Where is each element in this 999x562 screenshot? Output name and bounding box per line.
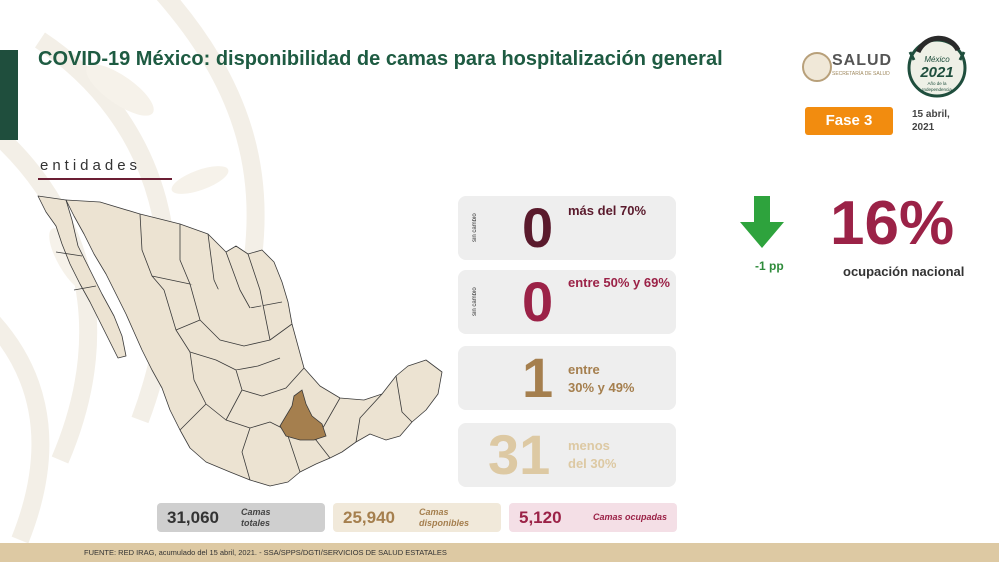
category-card-30-49: 1 entre 30% y 49% bbox=[458, 346, 676, 410]
svg-text:Independencia: Independencia bbox=[922, 87, 952, 92]
category-change-label: sin cambio bbox=[472, 287, 478, 317]
category-card-50-69: sin cambio 0 entre 50% y 69% bbox=[458, 270, 676, 334]
stat-value: 25,940 bbox=[343, 508, 395, 527]
stat-total-beds: 31,060 Camas totales bbox=[157, 503, 325, 532]
category-description-line2: 30% y 49% bbox=[568, 380, 635, 395]
svg-text:2021: 2021 bbox=[919, 64, 953, 81]
salud-logo-subtext: SECRETARÍA DE SALUD bbox=[832, 71, 890, 77]
stat-label-line1: Camas bbox=[419, 507, 449, 517]
stat-value: 31,060 bbox=[167, 508, 219, 527]
mexico-map bbox=[37, 195, 443, 487]
category-description-line2: del 30% bbox=[568, 456, 617, 471]
category-description: menos del 30% bbox=[568, 437, 616, 473]
phase-date-line2: 2021 bbox=[912, 122, 935, 133]
arrow-down-icon bbox=[740, 196, 784, 248]
category-change-label: sin cambio bbox=[472, 213, 478, 243]
mexico-2021-logo: México 2021 Año de la Independencia bbox=[907, 35, 967, 98]
salud-logo-text: SALUD bbox=[832, 52, 893, 69]
category-card-over-70: sin cambio 0 más del 70% bbox=[458, 196, 676, 260]
category-description: entre 50% y 69% bbox=[568, 274, 670, 292]
footer-bar bbox=[0, 543, 999, 562]
national-occupancy-label: ocupación nacional bbox=[843, 264, 965, 279]
category-description-line1: más del 70% bbox=[568, 203, 647, 218]
national-change: -1 pp bbox=[755, 259, 784, 273]
category-count: 1 bbox=[522, 346, 554, 409]
category-card-under-30: 31 menos del 30% bbox=[458, 423, 676, 487]
salud-logo: SALUD SECRETARÍA DE SALUD bbox=[802, 50, 897, 82]
category-count: 31 bbox=[488, 423, 551, 486]
phase-date-line1: 15 abril, bbox=[912, 109, 950, 120]
stat-label: Camas disponibles bbox=[419, 507, 469, 529]
footer-source: FUENTE: RED IRAG, acumulado del 15 abril… bbox=[84, 548, 447, 557]
eagle-seal-icon bbox=[802, 52, 832, 82]
category-description-line1: entre 50% y 69% bbox=[568, 275, 670, 290]
svg-text:Año de la: Año de la bbox=[927, 81, 947, 86]
stat-label-line2: totales bbox=[241, 518, 271, 528]
category-description-line1: entre bbox=[568, 362, 600, 377]
stat-label-line2: disponibles bbox=[419, 518, 470, 528]
section-label: entidades bbox=[40, 157, 142, 174]
phase-date: 15 abril, 2021 bbox=[912, 108, 972, 134]
category-description-line1: menos bbox=[568, 438, 610, 453]
phase-badge: Fase 3 bbox=[805, 107, 893, 135]
map-highlighted-state bbox=[279, 389, 327, 441]
stat-label: Camas ocupadas bbox=[593, 512, 668, 522]
stat-label: Camas totales bbox=[241, 507, 271, 529]
section-underline bbox=[38, 178, 172, 180]
category-count: 0 bbox=[522, 270, 554, 333]
stat-value: 5,120 bbox=[519, 508, 562, 527]
national-occupancy-percent: 16% bbox=[830, 189, 955, 258]
category-description: entre 30% y 49% bbox=[568, 361, 635, 397]
stat-occupied-beds: 5,120 Camas ocupadas bbox=[509, 503, 677, 532]
category-count: 0 bbox=[522, 196, 554, 259]
accent-bar bbox=[0, 50, 18, 140]
stat-label-line1: Camas bbox=[241, 507, 271, 517]
svg-text:México: México bbox=[924, 55, 950, 64]
stat-available-beds: 25,940 Camas disponibles bbox=[333, 503, 501, 532]
map-baja-california bbox=[37, 195, 127, 359]
page-title: COVID-19 México: disponibilidad de camas… bbox=[38, 48, 723, 70]
category-description: más del 70% bbox=[568, 202, 646, 220]
